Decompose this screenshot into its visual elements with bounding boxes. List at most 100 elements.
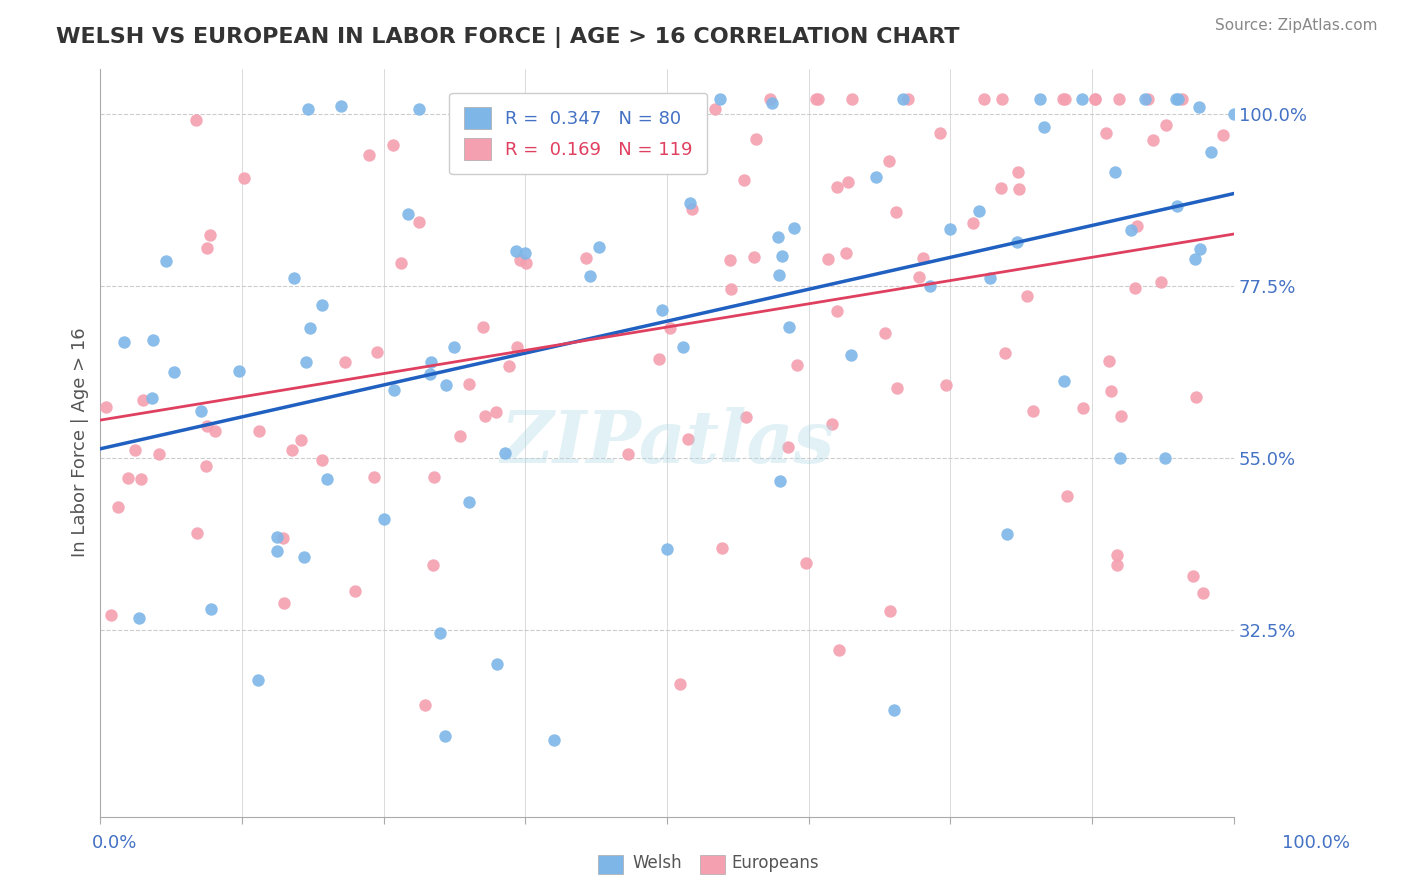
Point [606, 92, 628, 106]
Point [796, 556, 818, 570]
Point [408, 215, 430, 229]
Point [962, 217, 984, 231]
Point [429, 626, 451, 640]
Point [918, 279, 941, 293]
Point [841, 92, 863, 106]
Point [505, 244, 527, 258]
Point [804, 92, 827, 106]
Point [228, 364, 250, 378]
Point [979, 271, 1001, 285]
Point [1223, 107, 1246, 121]
Point [543, 733, 565, 747]
Point [886, 381, 908, 395]
Point [1164, 92, 1187, 106]
Point [655, 542, 678, 557]
Point [290, 434, 312, 448]
Point [506, 340, 529, 354]
Point [124, 443, 146, 458]
Point [1098, 354, 1121, 368]
Point [834, 245, 856, 260]
Point [190, 404, 212, 418]
Point [991, 92, 1014, 106]
Point [298, 321, 321, 335]
Point [837, 175, 859, 189]
Point [759, 92, 782, 106]
Point [967, 203, 990, 218]
Point [879, 604, 901, 618]
Point [778, 319, 800, 334]
Point [735, 410, 758, 425]
Text: Europeans: Europeans [731, 854, 818, 871]
Point [658, 92, 681, 106]
Point [617, 447, 640, 461]
Point [1185, 390, 1208, 404]
Text: Welsh: Welsh [633, 854, 682, 871]
Point [200, 602, 222, 616]
Point [359, 147, 381, 161]
Point [273, 596, 295, 610]
Point [1052, 92, 1074, 106]
Point [908, 269, 931, 284]
Point [155, 254, 177, 268]
Point [935, 378, 957, 392]
Point [1125, 281, 1147, 295]
Point [200, 227, 222, 242]
Point [994, 345, 1017, 359]
Point [148, 448, 170, 462]
Point [1007, 182, 1029, 196]
Point [142, 333, 165, 347]
Point [883, 703, 905, 717]
Point [515, 256, 537, 270]
Point [1015, 289, 1038, 303]
Point [330, 99, 353, 113]
Point [817, 252, 839, 266]
Point [676, 432, 699, 446]
Point [761, 96, 783, 111]
Point [247, 424, 270, 438]
Text: Source: ZipAtlas.com: Source: ZipAtlas.com [1215, 18, 1378, 33]
Point [1071, 92, 1094, 106]
Point [163, 365, 186, 379]
Point [396, 207, 419, 221]
Point [647, 351, 669, 366]
Point [1032, 120, 1054, 134]
Point [1007, 165, 1029, 179]
Point [486, 657, 509, 671]
Point [884, 205, 907, 219]
Point [420, 354, 443, 368]
Point [112, 334, 135, 349]
Point [1107, 558, 1129, 572]
Point [283, 271, 305, 285]
Point [821, 417, 844, 431]
Point [807, 92, 830, 106]
Point [669, 677, 692, 691]
Legend: R =  0.347   N = 80, R =  0.169   N = 119: R = 0.347 N = 80, R = 0.169 N = 119 [450, 93, 707, 175]
Point [990, 181, 1012, 195]
Point [1192, 586, 1215, 600]
Point [422, 558, 444, 572]
Point [1184, 252, 1206, 267]
Point [419, 368, 441, 382]
Point [526, 155, 548, 169]
Point [494, 446, 516, 460]
Point [1188, 100, 1211, 114]
Point [129, 472, 152, 486]
Point [1142, 132, 1164, 146]
Point [343, 583, 366, 598]
Point [434, 730, 457, 744]
Point [681, 202, 703, 217]
Point [363, 470, 385, 484]
Point [496, 152, 519, 166]
Point [485, 405, 508, 419]
Text: WELSH VS EUROPEAN IN LABOR FORCE | AGE > 16 CORRELATION CHART: WELSH VS EUROPEAN IN LABOR FORCE | AGE >… [56, 27, 960, 48]
Point [204, 424, 226, 438]
Point [711, 541, 734, 555]
Point [1167, 92, 1189, 106]
Point [389, 256, 412, 270]
Text: 0.0%: 0.0% [91, 834, 136, 852]
Point [1188, 242, 1211, 256]
Point [873, 326, 896, 340]
Point [366, 345, 388, 359]
Point [100, 607, 122, 622]
Point [1056, 489, 1078, 503]
